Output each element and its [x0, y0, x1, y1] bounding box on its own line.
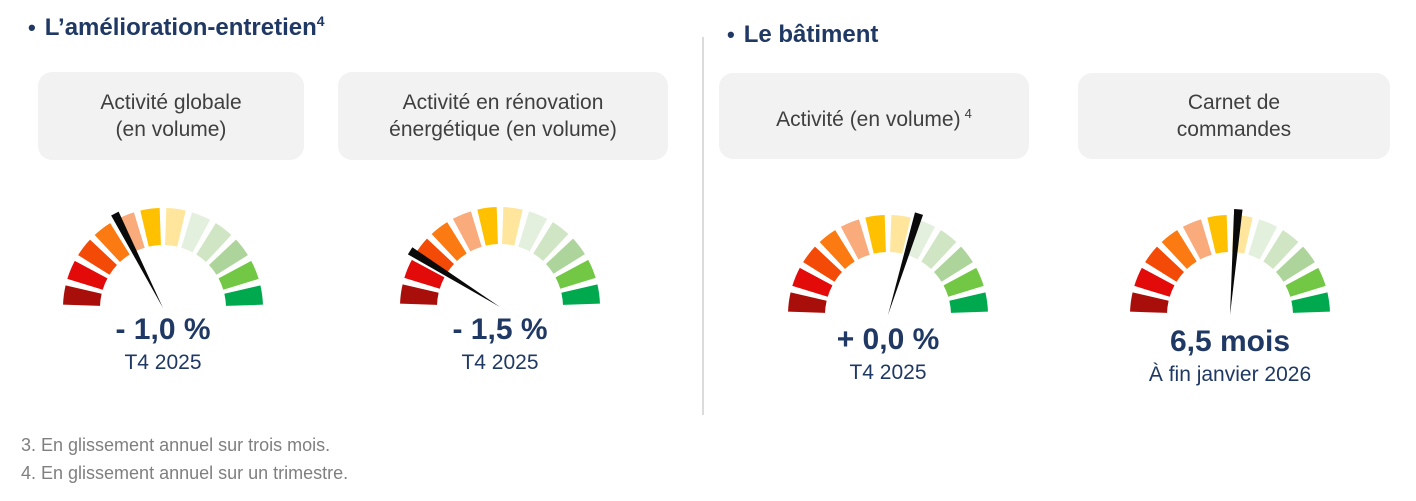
section-title-batiment: • Le bâtiment [727, 21, 878, 49]
label-line: énergétique (en volume) [389, 118, 617, 141]
section-divider [702, 37, 704, 415]
section-title-text: L’amélioration-entretien [44, 14, 317, 41]
bullet-icon: • [727, 22, 735, 47]
footnotes: 3. En glissement annuel sur trois mois. … [21, 431, 348, 487]
gauge-period: T4 2025 [124, 351, 202, 374]
gauge-result: + 0,0 % T4 2025 [783, 323, 993, 386]
gauge-result: - 1,0 % T4 2025 [58, 313, 268, 376]
gauge-value: - 1,0 % [115, 313, 211, 346]
label-line: Activité globale [100, 91, 242, 114]
label-box-activite-globale: Activité globale (en volume) [38, 72, 304, 160]
label-line: Carnet de [1187, 91, 1281, 114]
label-line: commandes [1176, 118, 1292, 141]
gauge-needle [888, 212, 924, 315]
gauge-result: 6,5 mois À fin janvier 2026 [1105, 325, 1355, 388]
gauge-period: À fin janvier 2026 [1148, 363, 1312, 386]
gauge-value: + 0,0 % [836, 323, 940, 356]
gauge-needle [1230, 209, 1243, 315]
section-title-footnote-ref: 4 [316, 13, 325, 29]
gauge-chart-renovation-energetique [400, 207, 600, 307]
gauge-period: T4 2025 [461, 351, 539, 374]
gauge-needle [111, 211, 163, 308]
label-line: Activité (en volume) 4 [776, 105, 972, 131]
label-box-activite-batiment: Activité (en volume) 4 [719, 73, 1029, 159]
gauge-chart-activite-globale [63, 208, 263, 308]
footnote-3: 3. En glissement annuel sur trois mois. [21, 435, 331, 455]
footnote-4: 4. En glissement annuel sur un trimestre… [21, 463, 349, 483]
label-box-renovation-energetique: Activité en rénovation énergétique (en v… [338, 72, 668, 160]
gauge-value: - 1,5 % [452, 313, 548, 346]
bullet-icon: • [28, 15, 36, 40]
section-title-text: Le bâtiment [743, 21, 879, 48]
gauge-result: - 1,5 % T4 2025 [395, 313, 605, 376]
gauge-value: 6,5 mois [1169, 325, 1291, 358]
section-title-amelioration-entretien: • L’amélioration-entretien4 [28, 13, 325, 42]
gauge-period: T4 2025 [849, 361, 927, 384]
label-line: Activité en rénovation [402, 91, 604, 114]
gauge-chart-activite-batiment [788, 212, 988, 315]
label-box-carnet-commandes: Carnet de commandes [1078, 73, 1390, 159]
label-footnote-ref: 4 [964, 105, 972, 121]
gauge-needle [407, 247, 500, 307]
gauge-chart-carnet-commandes [1130, 209, 1330, 315]
label-line: (en volume) [115, 118, 227, 141]
